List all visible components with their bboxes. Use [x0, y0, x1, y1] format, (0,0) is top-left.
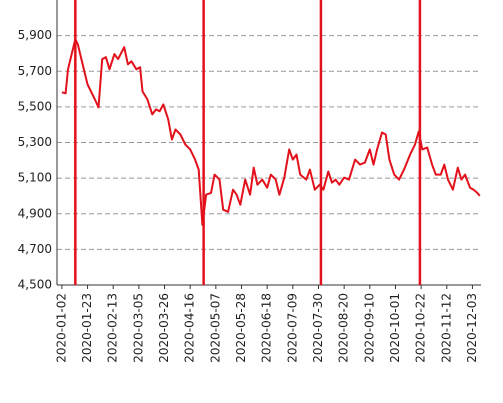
y-tick-label: 5,100: [18, 171, 52, 185]
x-tick-label: 2020-07-09: [285, 293, 299, 363]
y-tick-label: 4,900: [18, 206, 52, 220]
x-tick-label: 2020-07-30: [311, 293, 325, 363]
x-tick-label: 2020-04-16: [183, 293, 197, 363]
y-tick-label: 4,500: [18, 278, 52, 292]
x-tick-label: 2020-03-26: [157, 293, 171, 363]
x-tick-label: 2020-10-22: [414, 293, 428, 363]
line-series: [61, 38, 481, 226]
x-tick-label: 2020-08-20: [337, 293, 351, 363]
x-tick-label: 2020-12-03: [465, 293, 479, 363]
x-tick-label: 2020-10-01: [388, 293, 402, 363]
x-tick-label: 2020-02-13: [106, 293, 120, 363]
x-tick-label: 2020-06-18: [260, 293, 274, 363]
y-tick-label: 5,700: [18, 64, 52, 78]
y-tick-label: 5,500: [18, 99, 52, 113]
x-tick-label: 2020-01-23: [80, 293, 94, 363]
x-tick-label: 2020-05-07: [208, 293, 222, 363]
x-tick-label: 2020-03-05: [131, 293, 145, 363]
y-tick-label: 5,900: [18, 28, 52, 42]
x-tick-label: 2020-01-02: [54, 293, 68, 363]
y-tick-label: 5,300: [18, 135, 52, 149]
x-tick-label: 2020-11-12: [439, 293, 453, 363]
y-tick-label: 4,700: [18, 242, 52, 256]
x-tick-label: 2020-05-28: [234, 293, 248, 363]
x-tick-label: 2020-09-10: [362, 293, 376, 363]
